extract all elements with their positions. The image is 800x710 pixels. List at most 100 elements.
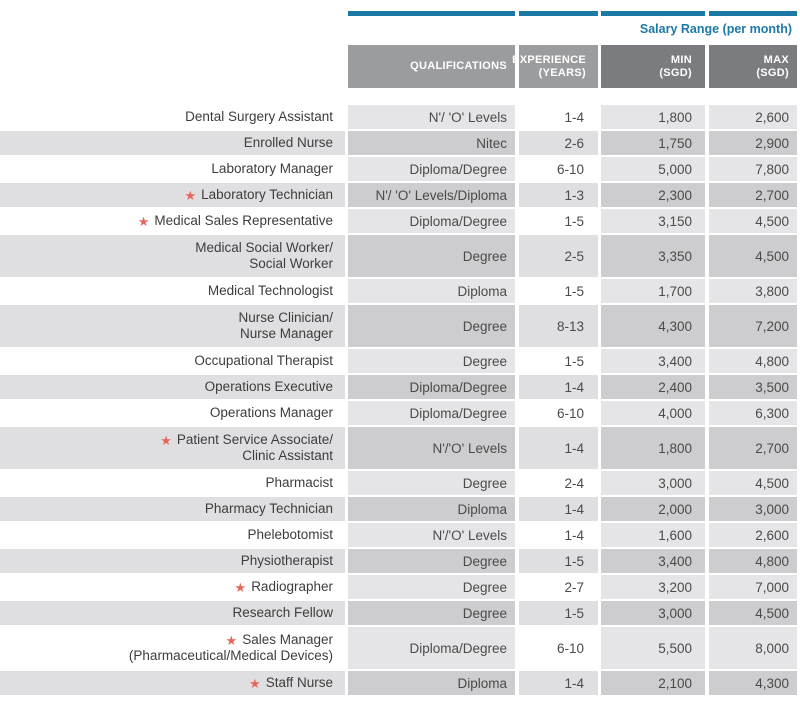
experience-cell: 1-4 bbox=[564, 527, 584, 543]
qualifications-cell: N'/ 'O' Levels bbox=[348, 105, 515, 129]
job-title-text: Dental Surgery Assistant bbox=[185, 109, 333, 124]
rule-segment bbox=[348, 11, 515, 16]
job-title-cell: Medical Technologist bbox=[0, 279, 345, 303]
top-accent-rule bbox=[0, 11, 800, 16]
min-salary-cell: 1,800 bbox=[601, 427, 705, 469]
job-title-text: Social Worker bbox=[249, 256, 333, 271]
min-salary-cell: 2,000 bbox=[601, 497, 705, 521]
job-title-cell: Research Fellow bbox=[0, 601, 345, 625]
job-title-text: Clinic Assistant bbox=[242, 448, 333, 463]
job-title-line: Medical Technologist bbox=[208, 283, 333, 299]
job-title-text: Pharmacy Technician bbox=[204, 501, 333, 516]
experience-cell: 1-5 bbox=[519, 549, 598, 573]
header-cell-experience: EXPERIENCE (YEARS) bbox=[512, 45, 598, 88]
job-title-line: ★ Staff Nurse bbox=[249, 675, 333, 691]
job-title-cell: Operations Executive bbox=[0, 375, 345, 399]
experience-cell: 1-5 bbox=[564, 283, 584, 299]
job-title: ★ Medical Sales Representative bbox=[138, 213, 333, 229]
job-title: Dental Surgery Assistant bbox=[185, 109, 333, 125]
star-icon: ★ bbox=[249, 675, 261, 691]
job-title: Nurse Clinician/Nurse Manager bbox=[238, 310, 333, 342]
qualifications-cell: N'/'O' Levels bbox=[348, 523, 515, 547]
table-row: Operations Manager Diploma/Degree 6-10 4,00… bbox=[0, 401, 800, 425]
job-title: Enrolled Nurse bbox=[244, 135, 333, 151]
experience-cell: 6-10 bbox=[556, 161, 584, 177]
max-salary-cell: 3,800 bbox=[709, 279, 797, 303]
job-title-text: Medical Sales Representative bbox=[154, 213, 333, 228]
table-row: Physiotherapist Degree 1-5 3,400 4,800 bbox=[0, 549, 800, 573]
job-title-line: Nurse Manager bbox=[240, 326, 333, 342]
star-icon: ★ bbox=[137, 213, 150, 229]
job-title-line: Pharmacy Technician bbox=[205, 501, 333, 517]
job-title: Operations Executive bbox=[205, 379, 333, 395]
job-title: ★ Patient Service Associate/Clinic Assist… bbox=[160, 432, 333, 464]
job-title-line: Social Worker bbox=[249, 256, 333, 272]
job-title-text: (Pharmaceutical/Medical Devices) bbox=[128, 648, 333, 663]
min-salary-cell: 2,400 bbox=[601, 375, 705, 399]
qualifications-cell: Degree bbox=[348, 349, 515, 373]
job-title-line: ★ Sales Manager bbox=[226, 632, 333, 648]
star-icon: ★ bbox=[225, 632, 238, 648]
job-title-line: Pharmacist bbox=[265, 475, 333, 491]
experience-cell: 2-7 bbox=[564, 579, 584, 595]
qualifications-cell: Diploma/Degree bbox=[348, 157, 515, 181]
rule-spacer bbox=[0, 11, 345, 16]
rule-segment bbox=[709, 11, 797, 16]
job-title-cell: ★ Laboratory Technician bbox=[0, 183, 345, 207]
table-row: Medical Technologist Diploma 1-5 1,700 3,800 bbox=[0, 279, 800, 303]
job-title-text: Research Fellow bbox=[232, 605, 333, 620]
star-icon: ★ bbox=[234, 579, 247, 595]
job-title-cell: Phelebotomist bbox=[0, 523, 345, 547]
max-salary-cell: 7,800 bbox=[709, 157, 797, 181]
star-icon: ★ bbox=[184, 187, 197, 203]
job-title-line: Physiotherapist bbox=[241, 553, 333, 569]
experience-cell: 1-4 bbox=[519, 497, 598, 521]
job-title: Operations Manager bbox=[210, 405, 333, 421]
job-title-cell: ★ Radiographer bbox=[0, 575, 345, 599]
table-row: ★ Sales Manager (Pharmaceutical/Medical De… bbox=[0, 627, 800, 669]
min-salary-cell: 3,200 bbox=[601, 575, 705, 599]
table-row: Medical Social Worker/Social Worker Degre… bbox=[0, 235, 800, 277]
qualifications-cell: Degree bbox=[348, 471, 515, 495]
job-title: Medical Social Worker/Social Worker bbox=[195, 240, 333, 272]
max-salary-cell: 4,500 bbox=[709, 601, 797, 625]
max-salary-cell: 2,600 bbox=[709, 523, 797, 547]
job-title-line: Research Fellow bbox=[232, 605, 333, 621]
max-salary-cell: 4,300 bbox=[709, 671, 797, 695]
min-salary-cell: 4,000 bbox=[601, 401, 705, 425]
max-salary-cell: 3,000 bbox=[709, 497, 797, 521]
job-title-line: ★ Medical Sales Representative bbox=[138, 213, 333, 229]
min-salary-cell: 1,800 bbox=[601, 105, 705, 129]
max-salary-cell: 8,000 bbox=[709, 627, 797, 669]
min-salary-cell: 1,750 bbox=[601, 131, 705, 155]
max-salary-cell: 2,700 bbox=[709, 427, 797, 469]
table-row: Dental Surgery Assistant N'/ 'O' Levels 1-… bbox=[0, 105, 800, 129]
job-title: Medical Technologist bbox=[208, 283, 333, 299]
experience-cell: 1-3 bbox=[519, 183, 598, 207]
table-body: Dental Surgery Assistant N'/ 'O' Levels 1-… bbox=[0, 105, 800, 695]
job-title: Pharmacist bbox=[265, 475, 333, 491]
table-row: ★ Patient Service Associate/Clinic Assist… bbox=[0, 427, 800, 469]
job-title-text: Phelebotomist bbox=[247, 527, 333, 542]
job-title-cell: Dental Surgery Assistant bbox=[0, 105, 345, 129]
job-title-cell: Occupational Therapist bbox=[0, 349, 345, 373]
job-title: ★ Staff Nurse bbox=[249, 675, 333, 691]
max-salary-cell: 6,300 bbox=[709, 401, 797, 425]
experience-cell: 2-4 bbox=[564, 475, 584, 491]
job-title-cell: Nurse Clinician/Nurse Manager bbox=[0, 305, 345, 347]
job-title-cell: Laboratory Manager bbox=[0, 157, 345, 181]
qualifications-cell: Degree bbox=[348, 235, 515, 277]
job-title-text: Radiographer bbox=[251, 579, 333, 594]
job-title-cell: ★ Medical Sales Representative bbox=[0, 209, 345, 233]
experience-cell: 8-13 bbox=[519, 305, 598, 347]
job-title: Phelebotomist bbox=[247, 527, 333, 543]
job-title-line: Dental Surgery Assistant bbox=[185, 109, 333, 125]
min-salary-cell: 2,300 bbox=[601, 183, 705, 207]
job-title: Physiotherapist bbox=[241, 553, 333, 569]
max-salary-cell: 4,500 bbox=[709, 235, 797, 277]
job-title: ★ Laboratory Technician bbox=[185, 187, 334, 203]
column-headers: QUALIFICATIONS EXPERIENCE (YEARS) MIN (S… bbox=[0, 45, 800, 88]
max-salary-cell: 2,700 bbox=[709, 183, 797, 207]
experience-cell: 2-6 bbox=[519, 131, 598, 155]
